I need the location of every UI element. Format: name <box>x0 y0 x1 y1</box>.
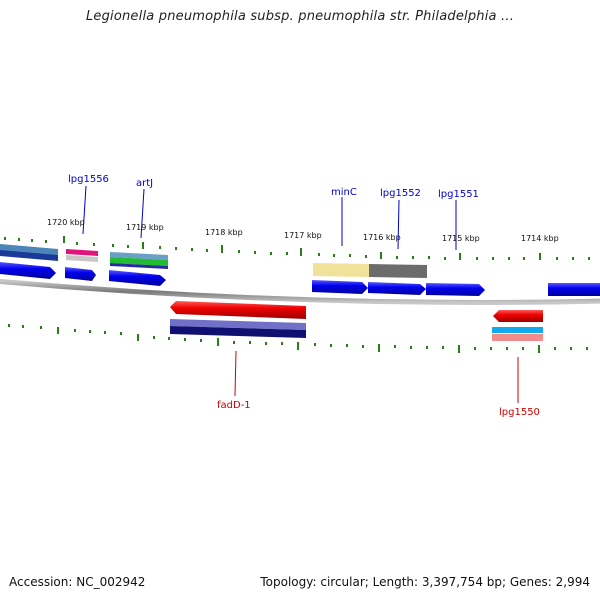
scale-label-1718: 1718 kbp <box>205 228 243 237</box>
top-scale-ticks <box>4 236 590 260</box>
scale-label-1714: 1714 kbp <box>521 234 559 243</box>
bottom-label-leaders <box>234 350 519 403</box>
gene-label-fadD-1[interactable]: fadD-1 <box>217 400 251 411</box>
scale-label-1719: 1719 kbp <box>126 223 164 232</box>
scale-label-1720: 1720 kbp <box>47 218 85 227</box>
scale-label-1715: 1715 kbp <box>442 234 480 243</box>
top-label-leaders <box>82 185 457 250</box>
scale-label-1717: 1717 kbp <box>284 231 322 240</box>
gene-label-lpg1552[interactable]: lpg1552 <box>380 188 421 199</box>
scale-label-1716: 1716 kbp <box>363 233 401 242</box>
reverse-genes <box>170 301 543 341</box>
gene-label-lpg1550[interactable]: lpg1550 <box>499 407 540 418</box>
gene-label-lpg1551[interactable]: lpg1551 <box>438 189 479 200</box>
gene-label-artJ[interactable]: artJ <box>136 178 153 189</box>
forward-genes <box>0 262 600 296</box>
genome-title: Legionella pneumophila subsp. pneumophil… <box>85 9 515 24</box>
topology-text: Topology: circular; Length: 3,397,754 bp… <box>260 575 590 589</box>
gene-label-lpg1556[interactable]: lpg1556 <box>68 174 109 185</box>
top-feature-bars <box>0 244 427 278</box>
accession-text: Accession: NC_002942 <box>9 575 146 589</box>
bottom-scale-ticks <box>8 324 588 353</box>
gene-label-minC[interactable]: minC <box>331 187 357 198</box>
genome-backbone <box>0 278 600 305</box>
